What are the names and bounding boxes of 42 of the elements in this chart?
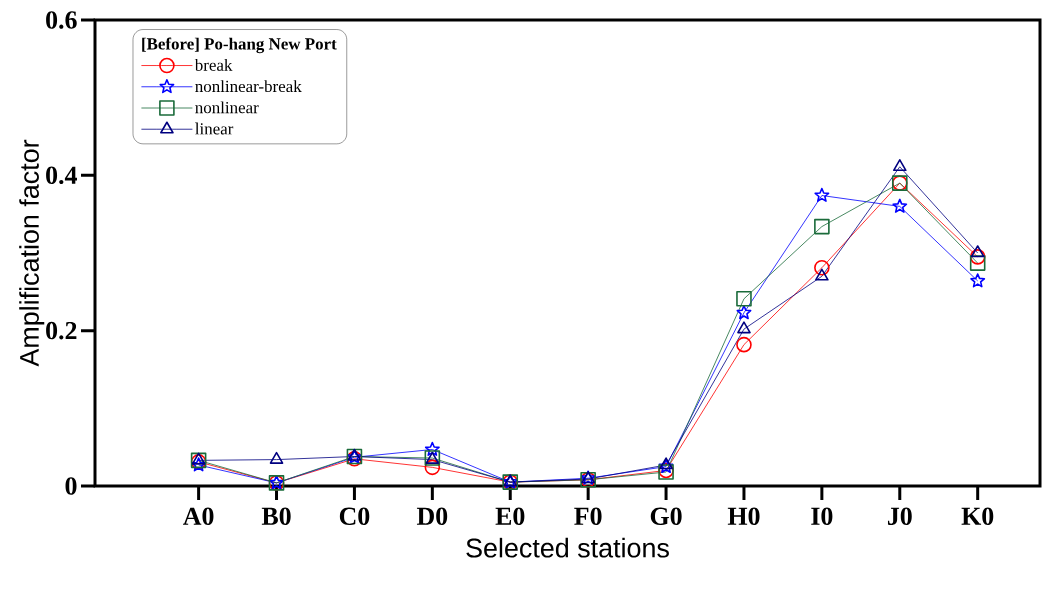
x-tick-label: F0 bbox=[574, 507, 602, 525]
point bbox=[424, 459, 441, 476]
point bbox=[970, 273, 986, 288]
x-axis-title: Selected stations bbox=[466, 537, 669, 558]
point bbox=[892, 158, 907, 172]
point bbox=[736, 291, 752, 307]
x-tick-label: H0 bbox=[727, 507, 760, 525]
legend-label: nonlinear-break bbox=[195, 80, 302, 93]
y-tick-label: 0.6 bbox=[46, 11, 77, 29]
x-tick-label: C0 bbox=[339, 507, 370, 525]
point bbox=[191, 452, 206, 465]
point bbox=[737, 321, 751, 334]
x-tick-label: G0 bbox=[650, 507, 682, 525]
point bbox=[814, 259, 830, 276]
point bbox=[736, 305, 752, 320]
legend-label: nonlinear bbox=[195, 101, 259, 114]
point bbox=[736, 336, 752, 353]
y-axis-title: Amplification factor bbox=[19, 139, 45, 367]
point bbox=[659, 457, 673, 470]
point bbox=[814, 187, 830, 202]
legend-label: linear bbox=[195, 122, 234, 135]
legend-label: break bbox=[194, 58, 233, 71]
x-tick-label: E0 bbox=[495, 507, 525, 525]
point bbox=[969, 255, 986, 271]
x-tick-label: I0 bbox=[811, 507, 833, 525]
point bbox=[970, 245, 985, 258]
point bbox=[892, 198, 908, 213]
point bbox=[269, 451, 284, 464]
x-tick-label: B0 bbox=[261, 507, 291, 525]
point bbox=[658, 458, 674, 474]
x-tick-label: A0 bbox=[183, 507, 214, 525]
legend-title: [Before] Po-hang New Port bbox=[142, 37, 337, 54]
x-tick-label: J0 bbox=[887, 507, 912, 525]
point bbox=[815, 268, 829, 281]
y-tick-label: 0.4 bbox=[46, 166, 77, 185]
y-tick-label: 0 bbox=[65, 477, 77, 495]
y-tick-label: 0.2 bbox=[46, 321, 77, 340]
point bbox=[814, 218, 830, 235]
point bbox=[424, 441, 440, 456]
x-tick-label: K0 bbox=[961, 507, 994, 525]
point bbox=[969, 249, 986, 265]
x-tick-label: D0 bbox=[416, 507, 448, 525]
